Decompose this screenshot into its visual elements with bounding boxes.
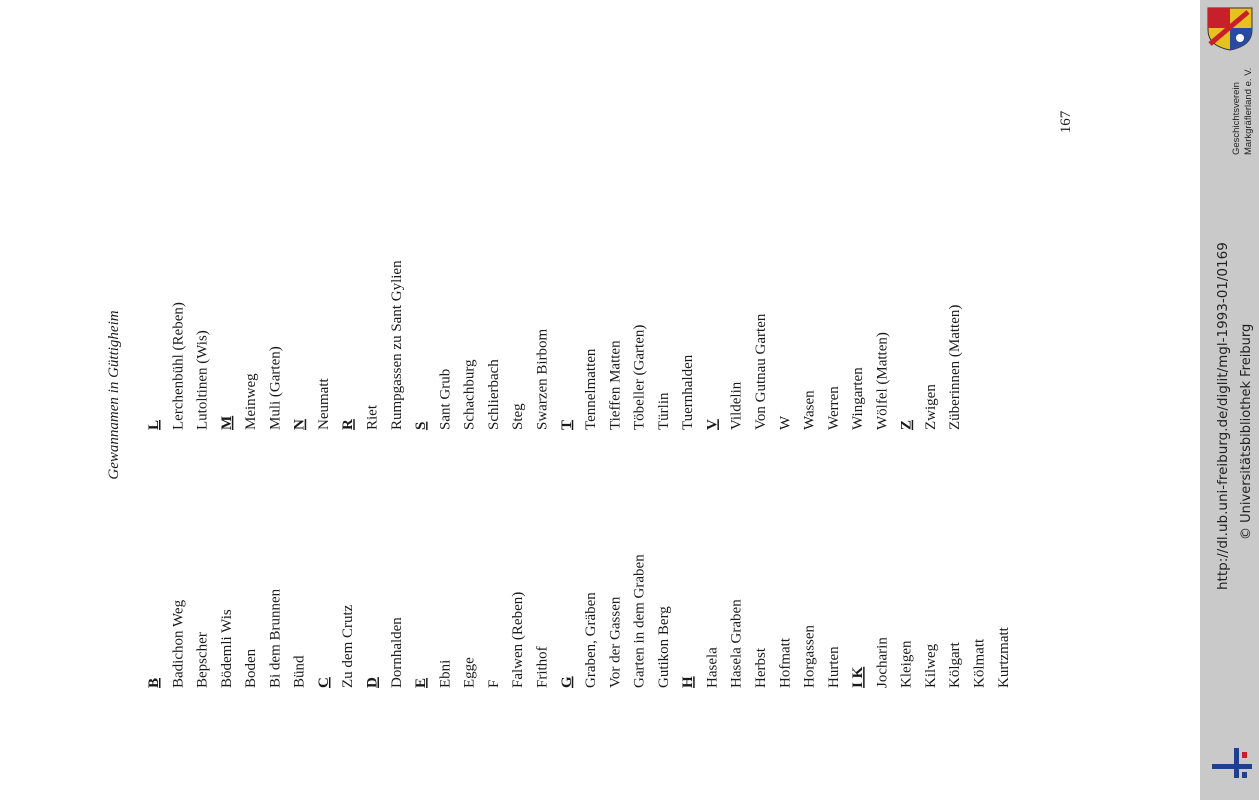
field-name: Boden xyxy=(243,648,259,688)
field-name: Steg xyxy=(510,403,526,430)
field-name: Lerchenbühl (Reben) xyxy=(170,302,186,430)
field-name: Hasela Graben xyxy=(729,599,745,688)
field-name: Bödemli Wis xyxy=(219,609,235,688)
field-name: Falwen (Reben) xyxy=(510,592,526,688)
field-name: Kurtzmatt xyxy=(996,626,1012,688)
field-name: Hasela xyxy=(704,647,720,688)
field-name: Jocharin xyxy=(874,637,890,688)
section-letter: R xyxy=(340,419,356,430)
field-name: Bünd xyxy=(292,655,308,688)
field-name: Muli (Garten) xyxy=(267,346,283,430)
copyright: © Universitätsbibliothek Freiburg xyxy=(1239,324,1254,540)
field-name: Wingarten xyxy=(850,367,866,430)
field-name: W xyxy=(777,415,793,430)
section-letter: M xyxy=(219,416,235,430)
field-name: Herbst xyxy=(753,647,769,688)
field-name: Hurten xyxy=(826,646,842,688)
document-title: Gewannamen in Güttigheim xyxy=(106,310,122,479)
field-name: Garten in dem Graben xyxy=(632,554,648,688)
field-name: Vor der Gassen xyxy=(607,596,623,688)
field-name: Lutoltinen (Wis) xyxy=(195,330,211,430)
field-name: Kölgart xyxy=(947,641,963,688)
field-name: Swarzen Birbom xyxy=(534,328,550,430)
section-letter: E xyxy=(413,678,429,688)
section-letter: S xyxy=(413,422,429,430)
field-name: F xyxy=(486,680,502,688)
field-name: Züberinnen (Matten) xyxy=(947,305,963,430)
section-letter: G xyxy=(559,676,575,688)
association-name: Markgräflerland e. V. xyxy=(1243,68,1254,155)
field-name: Horgassen xyxy=(802,624,818,688)
section-letter: B xyxy=(146,678,162,688)
field-name: Schachburg xyxy=(462,359,478,430)
field-name: Hofmatt xyxy=(777,637,793,688)
field-name: Töbeller (Garten) xyxy=(632,325,648,430)
field-name: Werren xyxy=(826,386,842,430)
field-name: Kölmatt xyxy=(972,638,988,688)
section-letter: D xyxy=(365,677,381,688)
field-name: Kleigen xyxy=(899,640,915,688)
field-name: Tieffen Matten xyxy=(607,340,623,430)
field-name: Neumatt xyxy=(316,378,332,430)
field-name: Frithof xyxy=(534,646,550,688)
field-name: Rumpgassen zu Sant Gylien xyxy=(389,260,405,430)
section-letter: L xyxy=(146,420,162,430)
field-name: Zwigen xyxy=(923,384,939,430)
paper xyxy=(0,0,1200,800)
section-letter: I K xyxy=(850,666,866,688)
field-name: Gutikon Berg xyxy=(656,606,672,688)
source-url: http://dl.ub.uni-freiburg.de/diglit/mgl-… xyxy=(1215,242,1231,590)
section-letter: Z xyxy=(899,420,915,430)
page-number: 167 xyxy=(1058,110,1074,133)
association-name: Geschichtsverein xyxy=(1231,82,1242,155)
section-letter: N xyxy=(292,419,308,430)
field-name: Wasen xyxy=(802,390,818,430)
field-name: Vildelin xyxy=(729,381,745,430)
field-name: Dornhalden xyxy=(389,617,405,688)
field-name: Zu dem Crutz xyxy=(340,604,356,688)
field-name: Tuernhalden xyxy=(680,354,696,430)
field-name: Tennelmatten xyxy=(583,348,599,430)
section-letter: H xyxy=(680,676,696,688)
sidebar xyxy=(1200,0,1259,800)
coat-of-arms xyxy=(1207,7,1253,51)
field-name: Von Gutnau Garten xyxy=(753,313,769,430)
field-name: Schlierbach xyxy=(486,359,502,430)
field-name: Bi dem Brunnen xyxy=(267,588,283,688)
field-name: Egge xyxy=(462,657,478,688)
field-name: Graben, Gräben xyxy=(583,592,599,688)
section-letter: V xyxy=(704,419,720,430)
field-name: Riet xyxy=(365,404,381,430)
field-name: Türlin xyxy=(656,392,672,430)
field-name: Ebni xyxy=(437,660,453,688)
section-letter: C xyxy=(316,677,332,688)
field-name: Sant Grub xyxy=(437,369,453,430)
library-logo xyxy=(1212,748,1252,778)
field-name: Badichon Weg xyxy=(170,599,186,688)
field-name: Meinweg xyxy=(243,373,259,430)
field-name: Wölfel (Matten) xyxy=(874,332,890,430)
field-name: Bepscher xyxy=(195,632,211,688)
field-name: Kilweg xyxy=(923,643,939,688)
section-letter: T xyxy=(559,420,575,430)
